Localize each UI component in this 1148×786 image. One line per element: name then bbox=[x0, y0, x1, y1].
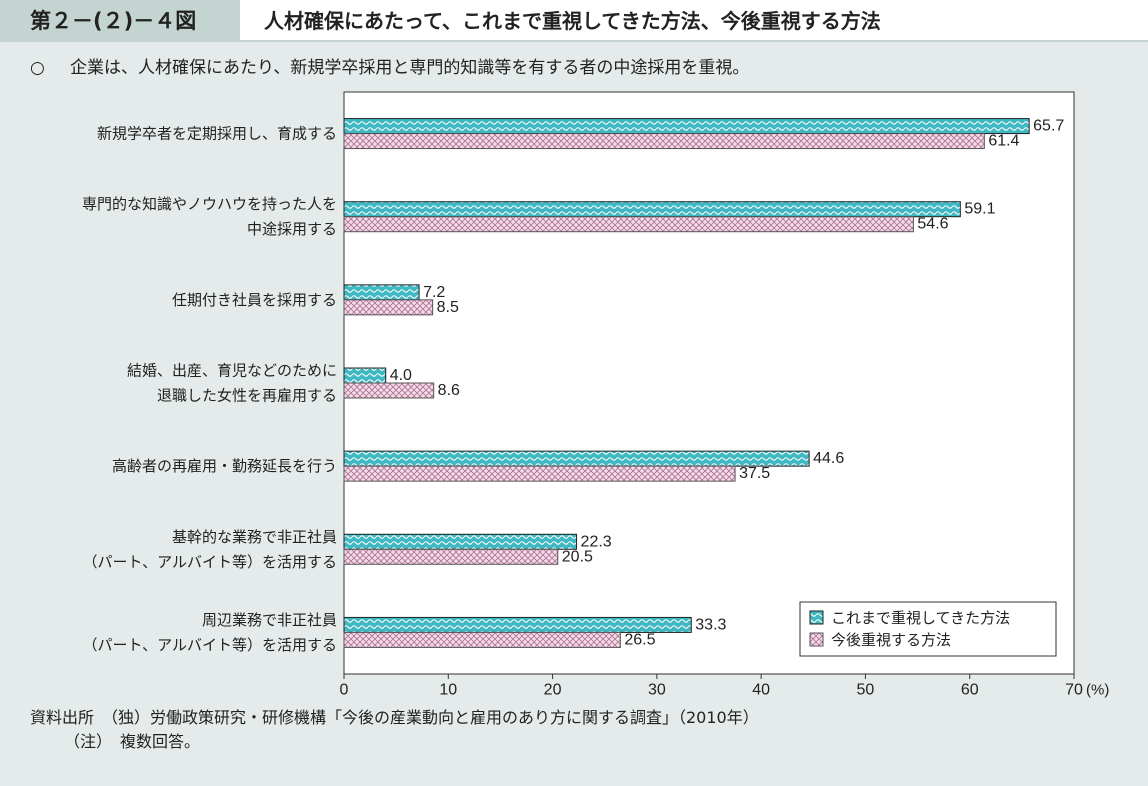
data-label: 61.4 bbox=[988, 133, 1019, 150]
x-tick-label: 20 bbox=[544, 682, 562, 699]
data-label: 7.2 bbox=[423, 284, 445, 301]
bar-series-2 bbox=[343, 299, 434, 316]
bar-series-2 bbox=[343, 465, 736, 482]
legend bbox=[799, 601, 1057, 657]
data-label: 8.5 bbox=[437, 299, 459, 316]
x-axis-unit: (%) bbox=[1086, 682, 1109, 699]
bar-series-1 bbox=[343, 367, 387, 384]
x-tick-label: 10 bbox=[439, 682, 457, 699]
category-label: 新規学卒者を定期採用し、育成する bbox=[97, 125, 337, 143]
data-label: 33.3 bbox=[695, 616, 726, 633]
bar-series-1 bbox=[343, 450, 810, 467]
category-label: 結婚、出産、育児などのために bbox=[127, 362, 337, 380]
figure-title: 人材確保にあたって、これまで重視してきた方法、今後重視する方法 bbox=[240, 0, 1148, 42]
category-label: 中途採用する bbox=[247, 220, 337, 238]
plot-area bbox=[343, 91, 1075, 675]
circle-bullet-icon: ○ bbox=[30, 58, 45, 78]
x-tick-label: 70 bbox=[1065, 682, 1083, 699]
figure-summary: ○ 企業は、人材確保にあたり、新規学卒採用と専門的知識等を有する者の中途採用を重視… bbox=[30, 56, 749, 80]
category-label: （パート、アルバイト等）を活用する bbox=[82, 636, 337, 654]
legend-label: 今後重視する方法 bbox=[831, 631, 951, 649]
data-label: 8.6 bbox=[438, 382, 460, 399]
bar-series-2 bbox=[343, 216, 914, 233]
data-label: 44.6 bbox=[813, 450, 844, 467]
bar-series-1 bbox=[343, 118, 1030, 135]
category-label: 基幹的な業務で非正社員 bbox=[172, 528, 337, 546]
bar-series-2 bbox=[343, 548, 559, 565]
summary-text: 企業は、人材確保にあたり、新規学卒採用と専門的知識等を有する者の中途採用を重視。 bbox=[70, 58, 750, 78]
x-tick-label: 30 bbox=[648, 682, 666, 699]
bar-series-2 bbox=[343, 133, 985, 150]
bar-series-1 bbox=[343, 201, 961, 218]
legend-label: これまで重視してきた方法 bbox=[831, 609, 1010, 627]
category-label: 周辺業務で非正社員 bbox=[202, 611, 337, 629]
source-note: 資料出所 （独）労働政策研究・研修機構「今後の産業動向と雇用のあり方に関する調査… bbox=[30, 708, 759, 727]
figure-header: 第２－(２)－４図 人材確保にあたって、これまで重視してきた方法、今後重視する方… bbox=[0, 0, 1148, 42]
x-tick-label: 40 bbox=[752, 682, 770, 699]
category-label: 専門的な知識やノウハウを持った人を bbox=[82, 195, 337, 213]
legend-swatch bbox=[809, 610, 824, 625]
category-label: 任期付き社員を採用する bbox=[172, 291, 337, 309]
bar-series-1 bbox=[343, 284, 420, 301]
category-label: （パート、アルバイト等）を活用する bbox=[82, 553, 337, 571]
x-tick-label: 60 bbox=[961, 682, 979, 699]
bar-series-2 bbox=[343, 631, 621, 648]
legend-swatch bbox=[809, 632, 824, 647]
figure-number: 第２－(２)－４図 bbox=[0, 0, 240, 42]
bar-series-1 bbox=[343, 616, 692, 633]
data-label: 20.5 bbox=[562, 548, 593, 565]
category-label: 高齢者の再雇用・勤務延長を行う bbox=[112, 457, 337, 475]
bar-series-1 bbox=[343, 533, 578, 550]
footnote: （注） 複数回答。 bbox=[64, 732, 201, 751]
category-label: 退職した女性を再雇用する bbox=[157, 387, 337, 405]
data-label: 54.6 bbox=[917, 216, 948, 233]
data-label: 37.5 bbox=[739, 465, 770, 482]
figure-notes: 資料出所 （独）労働政策研究・研修機構「今後の産業動向と雇用のあり方に関する調査… bbox=[30, 706, 759, 754]
data-label: 59.1 bbox=[964, 201, 995, 218]
bar-series-2 bbox=[343, 382, 435, 399]
data-label: 4.0 bbox=[390, 367, 412, 384]
data-label: 26.5 bbox=[624, 631, 655, 648]
data-label: 65.7 bbox=[1033, 118, 1064, 135]
x-tick-label: 0 bbox=[340, 682, 349, 699]
data-label: 22.3 bbox=[581, 533, 612, 550]
x-tick-label: 50 bbox=[857, 682, 875, 699]
